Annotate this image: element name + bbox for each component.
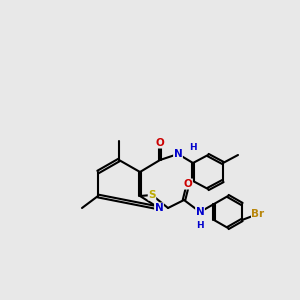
Text: Br: Br <box>251 209 265 219</box>
Text: N: N <box>196 207 204 217</box>
Text: N: N <box>174 149 182 159</box>
Text: S: S <box>148 190 156 200</box>
Text: H: H <box>196 220 204 230</box>
Text: N: N <box>154 203 164 213</box>
Text: H: H <box>189 143 197 152</box>
Text: O: O <box>184 179 192 189</box>
Text: O: O <box>156 138 164 148</box>
